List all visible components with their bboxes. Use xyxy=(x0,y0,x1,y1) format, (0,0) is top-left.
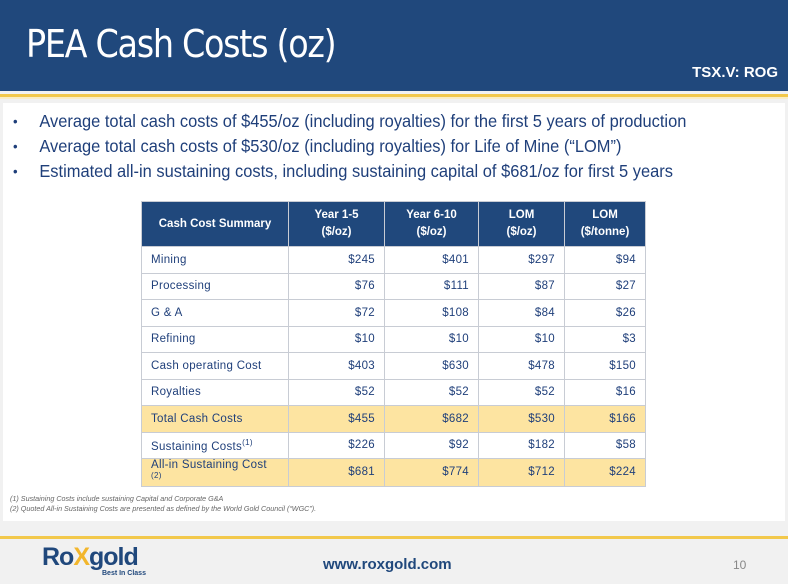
table-header-row: Cash Cost Summary Year 1-5 ($/oz) Year 6-… xyxy=(141,201,646,247)
cell-value: $630 xyxy=(384,352,479,380)
slide-title: PEA Cash Costs (oz) xyxy=(26,22,337,66)
cell-value: $52 xyxy=(288,378,385,406)
cell-value: $27 xyxy=(564,272,646,300)
cell-value: $10 xyxy=(288,325,385,353)
header-cash-cost-summary: Cash Cost Summary xyxy=(141,201,289,247)
table-row: Total Cash Costs $455 $682 $530 $166 xyxy=(141,405,646,433)
bullet-list: • Average total cash costs of $455/oz (in… xyxy=(13,109,729,184)
cell-value: $26 xyxy=(564,299,646,327)
table-row: Royalties $52 $52 $52 $16 xyxy=(141,378,646,406)
cell-value: $682 xyxy=(384,405,479,433)
cell-value: $16 xyxy=(564,378,646,406)
row-label: Cash operating Cost xyxy=(141,352,289,380)
row-label: Refining xyxy=(141,325,289,353)
cell-value: $403 xyxy=(288,352,385,380)
row-label: All-in Sustaining Cost (2) xyxy=(141,458,289,487)
header-lom-tonne: LOM ($/tonne) xyxy=(564,201,646,247)
header-year-1-5: Year 1-5 ($/oz) xyxy=(288,201,385,247)
bullet-item: • Estimated all-in sustaining costs, incl… xyxy=(13,159,686,184)
cell-value: $150 xyxy=(564,352,646,380)
row-label: Mining xyxy=(141,246,289,274)
cell-value: $10 xyxy=(384,325,479,353)
cell-value: $52 xyxy=(384,378,479,406)
footnote-1: (1) Sustaining Costs include sustaining … xyxy=(10,494,224,503)
row-label: G & A xyxy=(141,299,289,327)
cell-value: $10 xyxy=(478,325,565,353)
table-row: All-in Sustaining Cost (2) $681 $774 $712 $2… xyxy=(141,458,646,487)
cell-value: $111 xyxy=(384,272,479,300)
website-link[interactable]: www.roxgold.com xyxy=(323,556,452,573)
page-number: 10 xyxy=(733,558,747,572)
cell-value: $478 xyxy=(478,352,565,380)
cell-value: $3 xyxy=(564,325,646,353)
cell-value: $58 xyxy=(564,431,646,459)
cell-value: $530 xyxy=(478,405,565,433)
footnote-2: (2) Quoted All-in Sustaining Costs are p… xyxy=(10,504,317,513)
row-label: Total Cash Costs xyxy=(141,405,289,433)
table-row: Processing $76 $111 $87 $27 xyxy=(141,272,646,300)
bullet-icon: • xyxy=(13,113,18,129)
row-label: Processing xyxy=(141,272,289,300)
cell-value: $455 xyxy=(288,405,385,433)
ticker-symbol: TSX.V: ROG xyxy=(692,64,778,81)
slide-content: • Average total cash costs of $455/oz (in… xyxy=(3,103,785,521)
cell-value: $92 xyxy=(384,431,479,459)
logo-tagline: Best In Class xyxy=(102,570,146,577)
header-divider xyxy=(0,94,788,97)
header-divider-light xyxy=(0,97,788,99)
table-row: Mining $245 $401 $297 $94 xyxy=(141,246,646,274)
cell-value: $108 xyxy=(384,299,479,327)
bullet-item: • Average total cash costs of $530/oz (in… xyxy=(13,134,686,159)
cell-value: $72 xyxy=(288,299,385,327)
cell-value: $401 xyxy=(384,246,479,274)
bullet-icon: • xyxy=(13,163,18,179)
footnotes: (1) Sustaining Costs include sustaining … xyxy=(10,494,316,514)
cell-value: $224 xyxy=(564,458,646,487)
table-row: Cash operating Cost $403 $630 $478 $150 xyxy=(141,352,646,380)
cell-value: $52 xyxy=(478,378,565,406)
cell-value: $774 xyxy=(384,458,479,487)
cell-value: $245 xyxy=(288,246,385,274)
slide-header: PEA Cash Costs (oz) TSX.V: ROG xyxy=(0,0,788,91)
cell-value: $182 xyxy=(478,431,565,459)
footer-divider xyxy=(0,536,788,539)
cell-value: $84 xyxy=(478,299,565,327)
cell-value: $87 xyxy=(478,272,565,300)
cell-value: $226 xyxy=(288,431,385,459)
row-label: Royalties xyxy=(141,378,289,406)
bullet-item: • Average total cash costs of $455/oz (in… xyxy=(13,109,686,134)
cell-value: $297 xyxy=(478,246,565,274)
roxgold-logo: RoXgold Best In Class xyxy=(42,543,146,577)
header-lom-oz: LOM ($/oz) xyxy=(478,201,565,247)
table-row: Refining $10 $10 $10 $3 xyxy=(141,325,646,353)
cell-value: $681 xyxy=(288,458,385,487)
cash-cost-table: Cash Cost Summary Year 1-5 ($/oz) Year 6-… xyxy=(141,201,646,487)
table-row: G & A $72 $108 $84 $26 xyxy=(141,299,646,327)
cell-value: $94 xyxy=(564,246,646,274)
table-row: Sustaining Costs(1) $226 $92 $182 $58 xyxy=(141,431,646,459)
cell-value: $166 xyxy=(564,405,646,433)
bullet-icon: • xyxy=(13,138,18,154)
row-label: Sustaining Costs(1) xyxy=(141,431,289,459)
cell-value: $712 xyxy=(478,458,565,487)
header-year-6-10: Year 6-10 ($/oz) xyxy=(384,201,479,247)
cell-value: $76 xyxy=(288,272,385,300)
